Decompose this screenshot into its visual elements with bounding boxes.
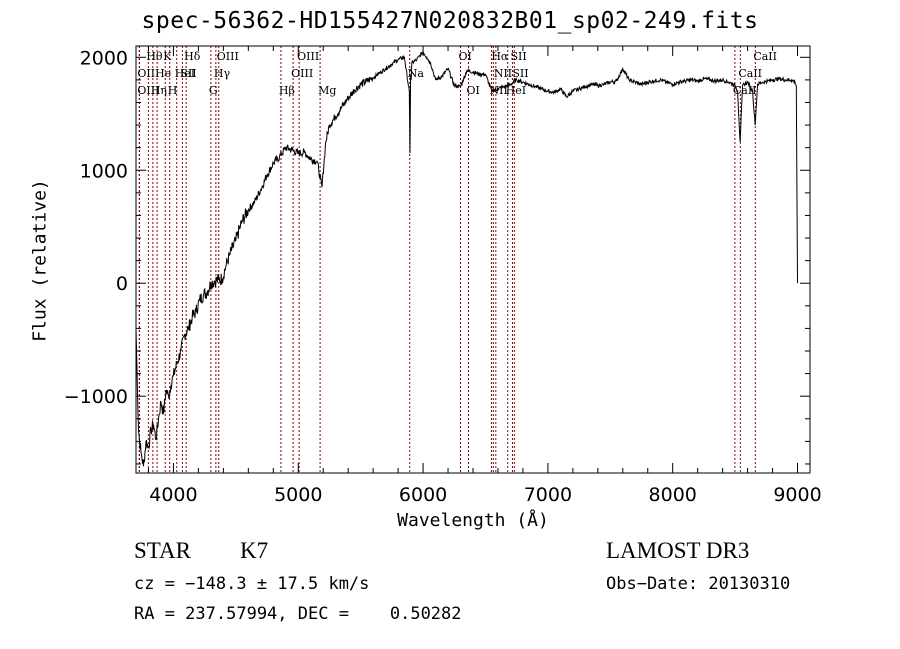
marker-label-24: SII xyxy=(510,50,526,63)
x-tick-label-0: 4000 xyxy=(149,484,197,506)
marker-label-13: Hβ xyxy=(279,84,295,97)
x-tick-label-5: 9000 xyxy=(773,484,821,506)
marker-label-14: OIII xyxy=(291,67,313,80)
marker-label-27: CaII xyxy=(738,67,762,80)
coordinates: RA = 237.57994, DEC = 0.50282 xyxy=(134,604,462,624)
object-class: STAR xyxy=(134,538,191,563)
marker-label-7: HeI xyxy=(175,67,195,80)
x-tick-label-3: 7000 xyxy=(524,484,572,506)
marker-label-16: Mg xyxy=(318,84,336,97)
chart-title: spec-56362-HD155427N020832B01_sp02-249.f… xyxy=(141,8,759,34)
observation-date: Obs−Date: 20130310 xyxy=(606,574,791,594)
marker-label-26: CaII xyxy=(733,84,757,97)
marker-label-4: He xyxy=(155,67,171,80)
marker-label-18: OI xyxy=(459,50,472,63)
marker-label-28: CaII xyxy=(753,50,777,63)
axis-ticks: 4000 5000 6000 7000 8000 9000 −1000 0 1000 2000 xyxy=(64,46,822,506)
line-labels: HθOIIOIIIHηHeKHHeISIIHδGHγOIIIHβOIIIOIII… xyxy=(137,50,777,97)
x-tick-label-1: 5000 xyxy=(274,484,322,506)
spectrum-line xyxy=(135,50,798,467)
y-tick-label-1: 0 xyxy=(116,273,128,295)
marker-label-0: Hθ xyxy=(146,50,163,63)
marker-label-15: OIII xyxy=(297,50,319,63)
redshift-cz: cz = −148.3 ± 17.5 km/s xyxy=(134,574,370,594)
marker-label-11: Hγ xyxy=(214,67,231,80)
line-markers xyxy=(138,46,756,473)
marker-label-17: Na xyxy=(408,67,425,80)
marker-label-9: Hδ xyxy=(184,50,201,63)
y-axis-label: Flux (relative) xyxy=(29,179,51,342)
marker-label-19: OI xyxy=(467,84,480,97)
marker-label-10: G xyxy=(209,84,218,97)
survey-name: LAMOST DR3 xyxy=(606,538,750,563)
marker-label-22: NII xyxy=(494,67,512,80)
marker-label-23: HeI xyxy=(506,84,526,97)
spectrum-series xyxy=(135,50,798,467)
marker-label-21: Hα xyxy=(491,50,509,63)
marker-label-12: OIII xyxy=(217,50,239,63)
marker-label-25: SII xyxy=(512,67,528,80)
plot-frame xyxy=(135,45,811,474)
y-tick-label-0: −1000 xyxy=(64,386,128,408)
marker-label-20: NII xyxy=(489,84,507,97)
marker-label-2: OIII xyxy=(137,84,159,97)
y-tick-label-3: 2000 xyxy=(80,47,128,69)
marker-label-8: SII xyxy=(180,67,196,80)
marker-label-3: Hη xyxy=(151,84,167,97)
marker-label-5: K xyxy=(163,50,172,63)
object-subclass: K7 xyxy=(240,538,269,563)
marker-label-1: OII xyxy=(137,67,155,80)
x-tick-label-2: 6000 xyxy=(399,484,447,506)
x-tick-label-4: 8000 xyxy=(649,484,697,506)
marker-label-6: H xyxy=(168,84,178,97)
y-tick-label-2: 1000 xyxy=(80,160,128,182)
x-axis-label: Wavelength (Å) xyxy=(397,510,549,531)
